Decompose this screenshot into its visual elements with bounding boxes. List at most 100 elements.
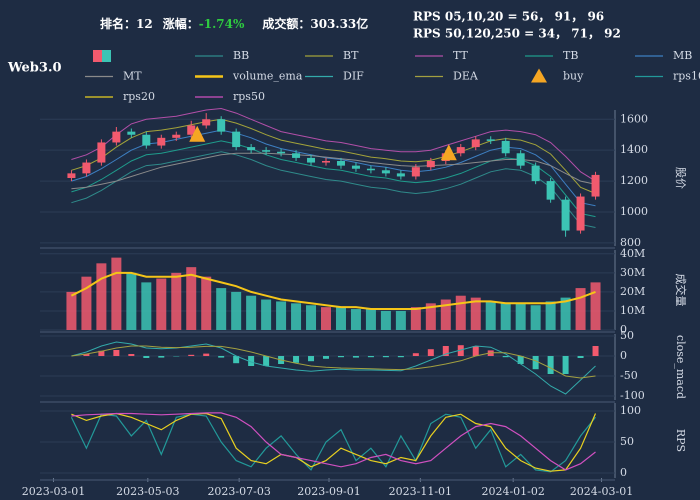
legend-label: buy xyxy=(563,70,584,83)
candle-body xyxy=(531,165,540,182)
volume-bar xyxy=(276,301,287,330)
indicator-line xyxy=(71,412,597,472)
volume-bar xyxy=(321,307,332,330)
volume-bar xyxy=(455,295,466,330)
chart-title: Web3.0 xyxy=(7,61,62,76)
candle-body xyxy=(396,173,405,177)
candle-body xyxy=(232,131,241,148)
y-tick-label: 30M xyxy=(620,266,645,279)
volume-bar xyxy=(186,267,197,330)
indicator-line xyxy=(71,341,596,395)
volume-bar xyxy=(365,309,376,330)
legend-label: TB xyxy=(563,49,578,62)
stat-value: -1.74% xyxy=(199,17,245,31)
legend-label: rps10 xyxy=(673,70,700,83)
candle-body xyxy=(501,140,510,154)
candle-body xyxy=(172,134,181,138)
legend-swatch xyxy=(93,50,102,62)
legend-swatch xyxy=(531,68,547,83)
volume-bar xyxy=(66,291,77,330)
y-tick-label: 1000 xyxy=(620,205,648,218)
candle-body xyxy=(456,147,465,154)
volume-bar xyxy=(96,263,107,330)
macd-bar xyxy=(412,353,419,356)
volume-bar xyxy=(261,299,272,330)
volume-bar xyxy=(141,282,152,330)
x-tick-label: 2023-03-01 xyxy=(22,485,85,498)
legend-label: MB xyxy=(673,49,692,62)
x-tick-label: 2023-11-01 xyxy=(389,485,452,498)
macd-bar xyxy=(83,354,90,356)
legend-candle-icon xyxy=(93,50,111,62)
macd-bar xyxy=(427,349,434,356)
volume-bar xyxy=(425,303,436,330)
candle-body xyxy=(516,153,525,166)
macd-bar xyxy=(397,356,404,358)
macd-bar xyxy=(562,356,569,374)
volume-bar xyxy=(395,310,406,330)
candle-body xyxy=(247,147,256,151)
rps-summary: RPS 50,120,250 = 34， 71， 92 xyxy=(413,27,621,41)
y-tick-label: 100 xyxy=(620,404,641,417)
axis-title: RPS xyxy=(674,429,687,452)
volume-bar xyxy=(575,288,586,330)
volume-bar xyxy=(410,307,421,330)
indicator-line xyxy=(71,151,596,228)
candle-body xyxy=(142,134,151,146)
candle-body xyxy=(202,119,211,126)
candle-body xyxy=(127,131,136,135)
candle-body xyxy=(471,139,480,148)
macd-bar xyxy=(203,353,210,356)
volume-bar xyxy=(590,282,601,330)
candle-body xyxy=(262,150,271,152)
candle-body xyxy=(307,157,316,163)
candle-body xyxy=(97,142,106,163)
stats-line: 排名：12 涨幅：-1.74% 成交额：303.33亿 xyxy=(100,16,368,31)
legend-label: TT xyxy=(453,49,469,62)
volume-bar xyxy=(171,272,182,330)
y-tick-label: 1400 xyxy=(620,143,648,156)
candle-body xyxy=(277,151,286,154)
candle-body xyxy=(82,162,91,174)
volume-bar xyxy=(335,307,346,330)
indicator-line xyxy=(71,107,596,182)
volume-bar xyxy=(216,288,227,330)
stat-value: 12 xyxy=(136,17,153,31)
buy-marker xyxy=(189,125,206,142)
macd-bar xyxy=(532,356,539,370)
indicator-line xyxy=(71,140,596,218)
y-tick-label: 50 xyxy=(620,435,634,448)
legend-label: DIF xyxy=(343,70,364,83)
volume-bar xyxy=(81,276,92,330)
macd-bar xyxy=(323,356,330,359)
macd-bar xyxy=(382,356,389,358)
stat-value: 303.33亿 xyxy=(310,16,368,31)
macd-bar xyxy=(128,354,135,356)
macd-bar xyxy=(502,356,509,358)
macd-bar xyxy=(233,356,240,364)
volume-bar xyxy=(111,257,122,330)
macd-bar xyxy=(457,345,464,356)
candle-body xyxy=(67,173,76,178)
stat-label: 排名： xyxy=(100,16,136,31)
x-tick-label: 2024-01-02 xyxy=(481,485,544,498)
macd-bar xyxy=(218,356,225,358)
volume-bar xyxy=(246,295,257,330)
y-tick-label: 10M xyxy=(620,304,645,317)
x-tick-label: 2023-05-03 xyxy=(116,485,179,498)
candle-body xyxy=(292,153,301,158)
candle-body xyxy=(187,125,196,135)
y-tick-label: 1200 xyxy=(620,174,648,187)
volume-bar xyxy=(470,297,481,330)
indicator-line xyxy=(71,152,596,190)
volume-bar xyxy=(201,276,212,330)
legend-label: rps50 xyxy=(233,90,265,103)
axis-title: 成交量 xyxy=(674,274,688,307)
candle-body xyxy=(217,119,226,132)
macd-bar xyxy=(308,356,315,362)
y-tick-label: 40M xyxy=(620,247,645,260)
macd-bar xyxy=(442,346,449,356)
macd-bar xyxy=(158,356,165,358)
volume-bar xyxy=(515,303,526,330)
